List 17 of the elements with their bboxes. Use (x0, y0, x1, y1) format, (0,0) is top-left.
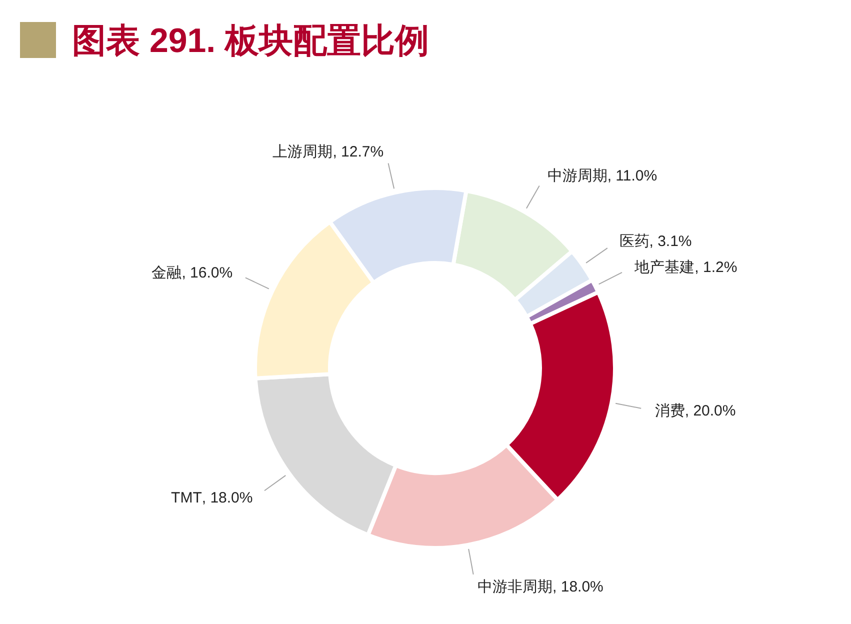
data-label: , 18.0% (552, 578, 604, 596)
slice-label: 金融 (152, 264, 182, 282)
data-label: , 12.7% (332, 144, 384, 161)
chart-title: 图表 291. 板块配置比例 (72, 22, 430, 60)
slice-label: TMT (171, 490, 202, 507)
data-label: , 16.0% (182, 264, 233, 282)
data-label: , 20.0% (684, 402, 736, 420)
data-label: , 18.0% (202, 490, 253, 507)
slice-label: 上游周期 (272, 144, 333, 161)
slice-label: 中游非周期 (478, 578, 553, 596)
data-label: , 3.1% (649, 233, 692, 250)
slice-label: 地产基建 (634, 258, 695, 276)
data-label: , 1.2% (694, 258, 738, 276)
slice-label: 消费 (654, 402, 685, 420)
slice-label: 医药 (619, 233, 650, 250)
slice-label: 中游周期 (547, 167, 608, 184)
data-label: , 11.0% (607, 167, 658, 184)
